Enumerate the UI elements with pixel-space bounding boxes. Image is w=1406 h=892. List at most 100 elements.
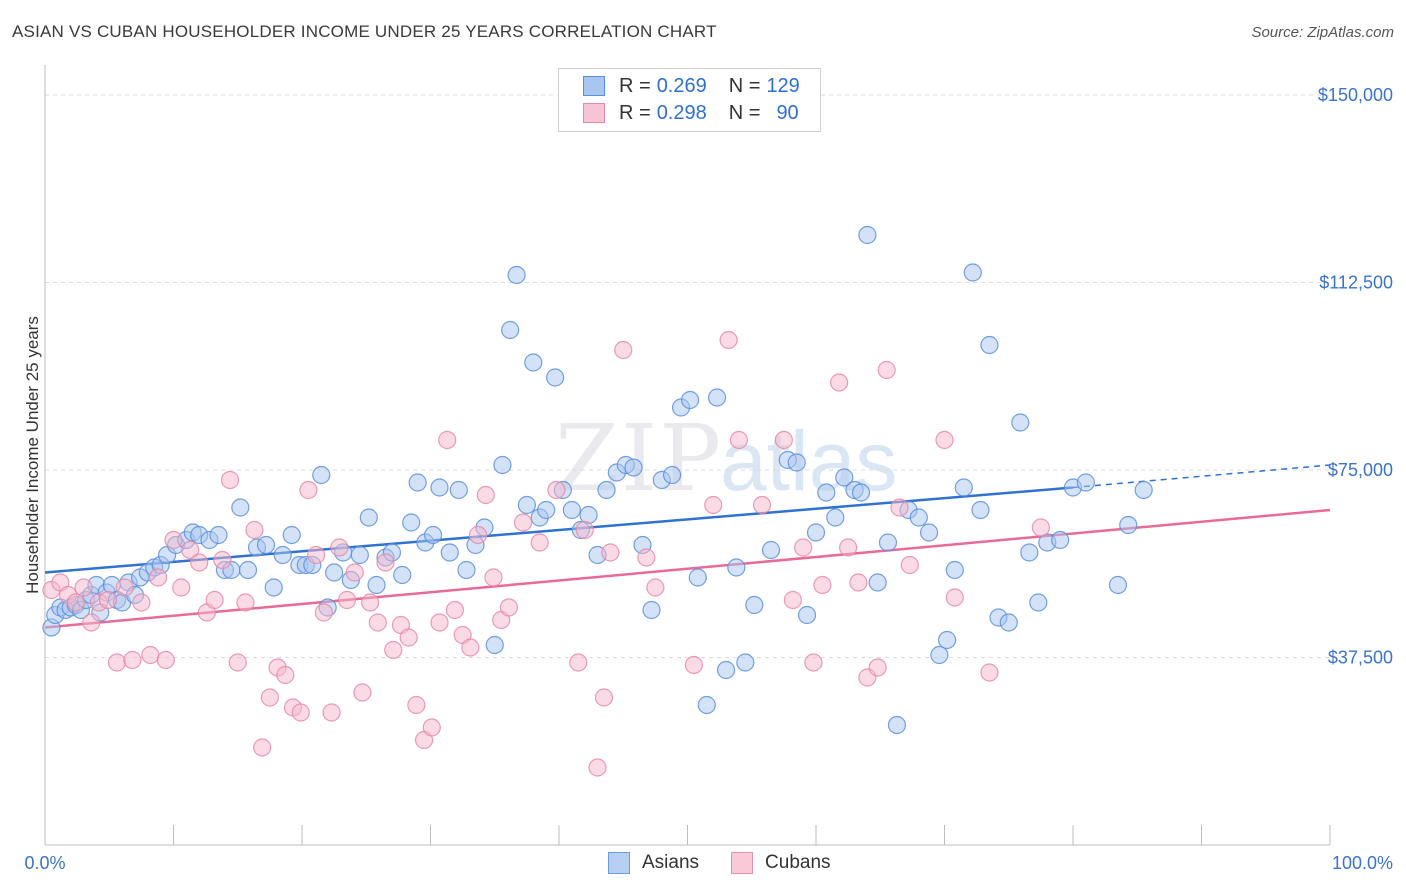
- asian-point: [745, 595, 764, 615]
- cuban-point: [181, 540, 200, 560]
- cuban-point: [614, 340, 633, 360]
- legend-item-cubans[interactable]: Cubans: [731, 852, 831, 874]
- asian-point: [954, 478, 973, 497]
- data-points: [42, 225, 1153, 777]
- asian-point: [963, 263, 982, 282]
- cuban-point: [530, 533, 549, 552]
- asian-point: [367, 575, 386, 595]
- asian-point: [597, 480, 616, 500]
- cuban-point: [276, 665, 295, 685]
- asian-point: [359, 508, 378, 527]
- cuban-point: [98, 590, 118, 610]
- n-label: N =: [728, 74, 761, 97]
- asian-point: [1029, 593, 1048, 612]
- cuban-point: [74, 578, 93, 597]
- cuban-point: [307, 545, 326, 565]
- cuban-point: [299, 480, 318, 500]
- asian-point: [851, 483, 871, 502]
- asian-point: [493, 455, 512, 475]
- tick-labels: $37,500 $75,000 $112,500 $150,000 0.0% 100.0%: [24, 85, 1393, 873]
- asian-point: [501, 320, 520, 340]
- cuban-point: [601, 543, 620, 562]
- cuban-point: [1031, 518, 1050, 537]
- asians-swatch: [583, 76, 605, 96]
- asian-point: [937, 630, 957, 650]
- cuban-point: [719, 330, 738, 350]
- cuban-point: [900, 555, 919, 575]
- asian-point: [256, 535, 276, 555]
- legend-row-asians: R = 0.269 N = 129: [583, 73, 800, 99]
- asian-point: [930, 645, 949, 665]
- asian-point: [282, 525, 301, 545]
- cuban-point: [868, 658, 887, 677]
- cuban-point: [115, 578, 134, 597]
- cuban-point: [646, 578, 665, 597]
- cuban-point: [384, 640, 403, 660]
- cuban-point: [361, 593, 380, 612]
- cuban-point: [172, 578, 191, 597]
- asian-point: [787, 453, 806, 472]
- asian-point: [919, 523, 939, 542]
- asian-point: [878, 533, 898, 552]
- cuban-point: [213, 550, 232, 570]
- y-tick-label: $37,500: [1328, 648, 1393, 668]
- asian-point: [887, 715, 907, 735]
- cuban-point: [345, 563, 364, 582]
- cuban-point: [260, 688, 279, 707]
- cuban-point: [132, 593, 151, 612]
- cuban-point: [407, 695, 426, 715]
- x-tick-label: 0.0%: [24, 853, 65, 873]
- asian-point: [971, 500, 990, 520]
- cuban-point: [839, 538, 858, 557]
- asian-point: [507, 265, 526, 285]
- cuban-point: [205, 590, 224, 610]
- asian-point: [624, 458, 643, 477]
- cuban-point: [890, 498, 909, 517]
- cuban-point: [123, 650, 142, 670]
- r-label: R =: [619, 74, 651, 97]
- asian-point: [1108, 575, 1128, 595]
- source-note: Source: ZipAtlas.com: [1251, 24, 1394, 41]
- cuban-point: [253, 738, 272, 757]
- asian-point: [408, 473, 427, 492]
- n-label: N =: [728, 101, 761, 124]
- cuban-point: [141, 645, 160, 665]
- cuban-point: [107, 653, 127, 672]
- r-value: 0.269: [656, 74, 707, 97]
- asian-point: [736, 653, 755, 672]
- asian-point: [264, 578, 283, 597]
- cuban-point: [228, 653, 247, 672]
- asian-point: [868, 573, 887, 592]
- asian-point: [707, 388, 727, 407]
- cuban-point: [322, 703, 341, 722]
- asian-point: [727, 558, 746, 577]
- cuban-point: [594, 688, 614, 707]
- cuban-point: [704, 495, 723, 515]
- cuban-point: [245, 520, 264, 540]
- legend-label-asians: Asians: [642, 852, 700, 873]
- cuban-point: [337, 590, 357, 610]
- asian-point: [209, 525, 228, 545]
- asian-point: [716, 660, 736, 680]
- asian-point: [1051, 530, 1070, 550]
- cuban-point: [935, 430, 954, 450]
- asian-point: [688, 568, 707, 587]
- asian-point: [524, 353, 543, 372]
- cuban-point: [445, 600, 465, 620]
- cubans-swatch: [731, 852, 754, 874]
- asian-point: [1076, 473, 1095, 492]
- cubans-trend-line: [44, 508, 1331, 629]
- chart-title: ASIAN VS CUBAN HOUSEHOLDER INCOME UNDER …: [12, 22, 717, 41]
- cuban-point: [376, 553, 395, 572]
- cuban-point: [190, 553, 209, 572]
- asian-point: [238, 560, 258, 580]
- cuban-point: [461, 638, 480, 657]
- series-legend: Asians Cubans: [608, 852, 863, 874]
- cuban-point: [774, 430, 793, 450]
- asian-point: [449, 480, 468, 500]
- cuban-point: [291, 703, 310, 722]
- legend-item-asians[interactable]: Asians: [608, 852, 699, 874]
- legend-label-cubans: Cubans: [765, 852, 831, 873]
- stats-legend: R = 0.269 N = 129 R = 0.298 N = 90: [558, 68, 821, 132]
